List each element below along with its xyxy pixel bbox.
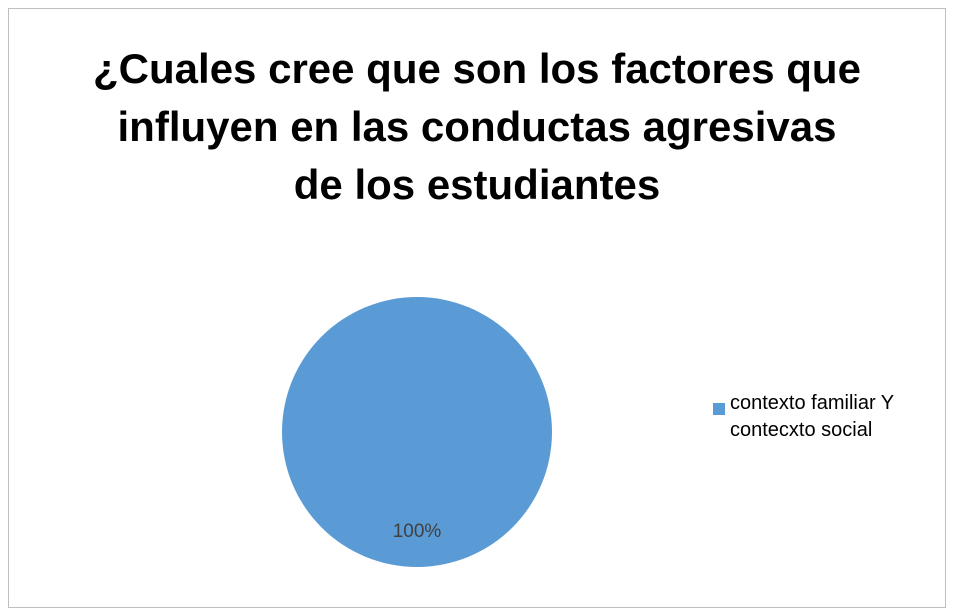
- data-label: 100%: [393, 521, 442, 542]
- chart: 100%: [282, 297, 725, 567]
- page: {"chart_data": {"type": "pie", "title": …: [8, 8, 946, 608]
- legend-swatch: [713, 403, 725, 415]
- pie-slice: [282, 297, 552, 567]
- chart-title: ¿Cuales cree que son los factores que in…: [93, 45, 861, 208]
- legend-label: contexto familiar Y contecxto social: [730, 392, 894, 441]
